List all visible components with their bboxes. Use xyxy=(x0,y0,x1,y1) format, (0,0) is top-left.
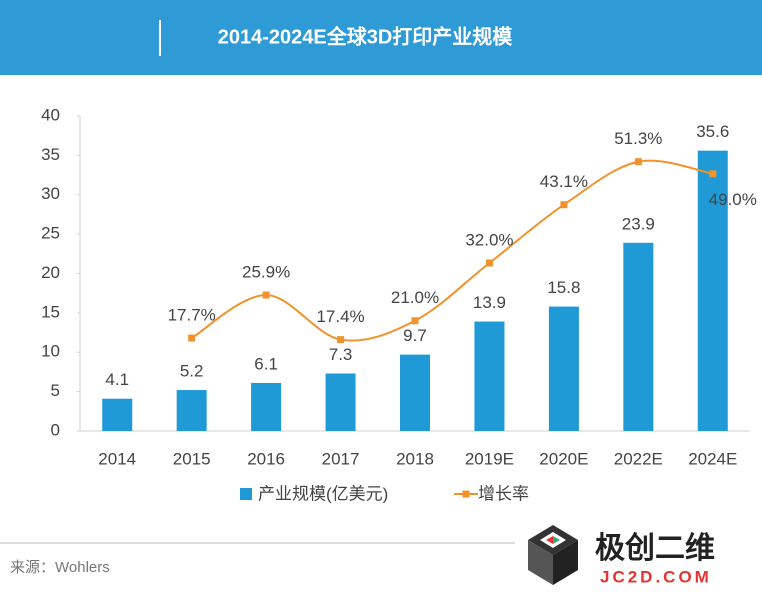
data-label: 13.9 xyxy=(473,293,506,312)
line-marker xyxy=(485,259,493,267)
x-tick-label: 2022E xyxy=(614,449,663,468)
chart-title: 2014-2024E全球3D打印产业规模 xyxy=(218,24,514,48)
data-label: 7.3 xyxy=(329,345,353,364)
data-label: 17.7% xyxy=(168,306,216,325)
data-label: 4.1 xyxy=(105,370,129,389)
bar xyxy=(400,354,430,431)
header-band xyxy=(0,0,762,75)
line-marker xyxy=(188,334,196,342)
y-tick-label: 0 xyxy=(51,420,60,439)
data-label: 9.7 xyxy=(403,326,427,345)
data-label: 5.2 xyxy=(180,362,204,381)
bar xyxy=(623,242,654,431)
y-tick-label: 15 xyxy=(41,302,60,321)
x-tick-label: 2019E xyxy=(465,449,514,468)
bar xyxy=(251,382,282,431)
logo-url: JC2D.COM xyxy=(600,567,712,586)
x-tick-label: 2014 xyxy=(98,449,136,468)
data-label: 32.0% xyxy=(465,230,513,249)
bar xyxy=(548,306,579,431)
y-tick-label: 30 xyxy=(41,184,60,203)
data-label: 43.1% xyxy=(540,172,588,191)
legend-swatch xyxy=(462,490,470,498)
legend-swatch xyxy=(240,488,252,500)
line-marker xyxy=(262,291,270,299)
data-label: 49.0% xyxy=(709,190,757,209)
data-label: 17.4% xyxy=(316,307,364,326)
data-label: 21.0% xyxy=(391,288,439,307)
bar xyxy=(325,373,356,431)
bar xyxy=(697,150,728,431)
line-marker xyxy=(560,201,568,209)
legend-label: 产业规模(亿美元) xyxy=(258,484,388,503)
data-label: 23.9 xyxy=(622,214,655,233)
data-label: 35.6 xyxy=(696,122,729,141)
line-marker xyxy=(709,170,717,178)
logo-icon xyxy=(528,525,578,585)
y-tick-label: 10 xyxy=(41,342,60,361)
data-label: 6.1 xyxy=(254,354,278,373)
y-tick-label: 20 xyxy=(41,263,60,282)
bar xyxy=(102,398,133,431)
bar xyxy=(176,390,207,431)
source: 来源：Wohlers xyxy=(10,559,110,576)
x-tick-label: 2018 xyxy=(396,449,434,468)
growth-line xyxy=(191,159,713,342)
bar xyxy=(474,321,505,431)
y-tick-label: 5 xyxy=(51,381,60,400)
x-tick-label: 2020E xyxy=(539,449,588,468)
line-marker xyxy=(634,158,642,166)
line-marker xyxy=(411,317,419,325)
x-tick-label: 2016 xyxy=(247,449,285,468)
data-label: 15.8 xyxy=(547,278,580,297)
data-label: 51.3% xyxy=(614,129,662,148)
y-tick-label: 40 xyxy=(41,105,60,124)
data-label: 25.9% xyxy=(242,263,290,282)
x-tick-label: 2015 xyxy=(173,449,211,468)
line-marker xyxy=(337,336,345,344)
y-tick-label: 35 xyxy=(41,145,60,164)
x-tick-label: 2017 xyxy=(322,449,360,468)
x-tick-label: 2024E xyxy=(688,449,737,468)
logo-name: 极创二维 xyxy=(595,532,715,565)
legend-label: 增长率 xyxy=(478,484,529,503)
y-tick-label: 25 xyxy=(41,224,60,243)
